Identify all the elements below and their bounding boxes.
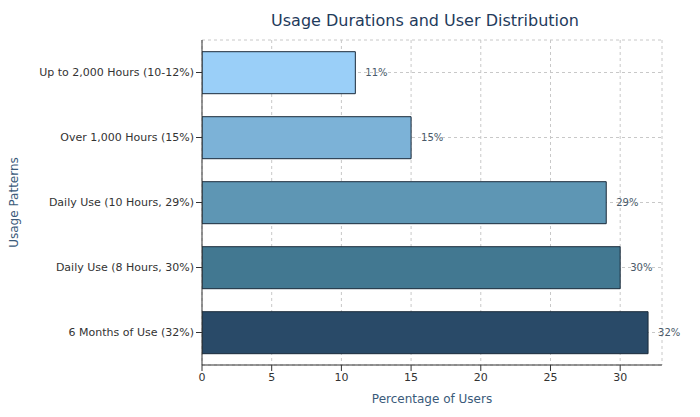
svg-text:Daily Use (8 Hours, 30%): Daily Use (8 Hours, 30%)	[56, 261, 194, 274]
svg-text:0: 0	[199, 371, 206, 384]
html-text:Usage Durations and User Distr: Usage Durations and User Distribution	[271, 11, 579, 30]
svg-text:5: 5	[268, 371, 275, 384]
svg-text:15: 15	[404, 371, 418, 384]
svg-text:Daily Use (10 Hours, 29%): Daily Use (10 Hours, 29%)	[49, 196, 194, 209]
svg-text:11%: 11%	[365, 67, 387, 78]
svg-text:10: 10	[334, 371, 348, 384]
svg-text:25: 25	[543, 371, 557, 384]
svg-text:Usage Patterns: Usage Patterns	[8, 157, 21, 248]
svg-text:Over 1,000 Hours (15%): Over 1,000 Hours (15%)	[60, 131, 194, 144]
svg-text:6 Months of Use (32%): 6 Months of Use (32%)	[69, 326, 194, 339]
svg-text:30%: 30%	[630, 262, 652, 273]
svg-text:30: 30	[613, 371, 627, 384]
svg-text:20: 20	[474, 371, 488, 384]
svg-text:29%: 29%	[616, 197, 638, 208]
svg-text:15%: 15%	[421, 132, 443, 143]
svg-text:32%: 32%	[658, 327, 680, 338]
svg-text:Up to 2,000 Hours (10-12%): Up to 2,000 Hours (10-12%)	[39, 66, 194, 79]
svg-text:Percentage of Users: Percentage of Users	[372, 392, 492, 406]
